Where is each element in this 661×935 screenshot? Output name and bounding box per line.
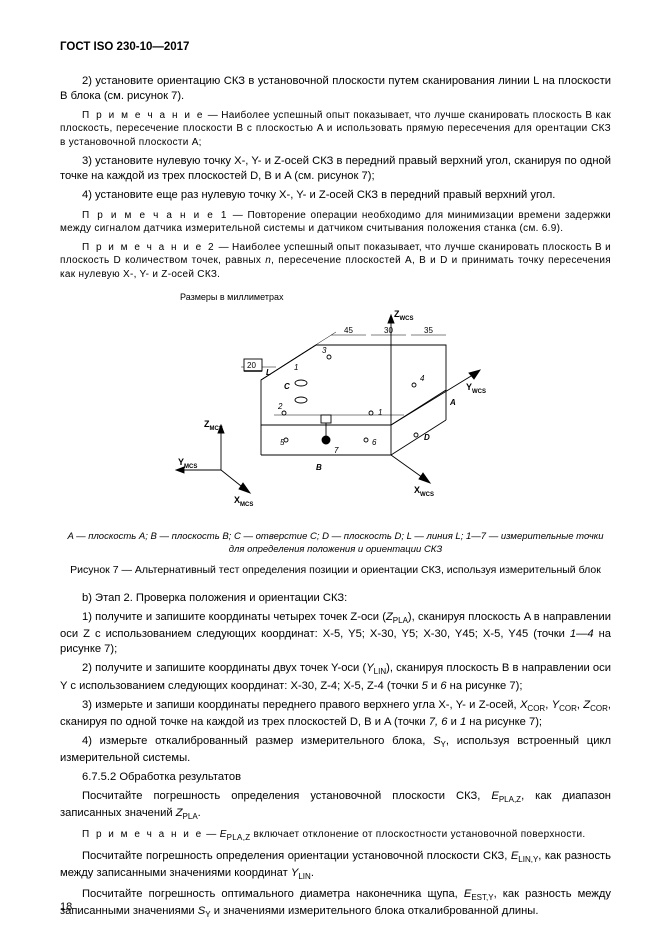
note-a-label: П р и м е ч а н и е [82, 110, 204, 121]
page: ГОСТ ISO 230-10—2017 2) установите ориен… [0, 0, 661, 935]
note-2-label: П р и м е ч а н и е 2 [82, 242, 216, 253]
svg-text:6: 6 [372, 438, 377, 447]
section-6752: 6.7.5.2 Обработка результатов [60, 770, 611, 785]
b-step-4: 4) измерьте откалиброванный размер измер… [60, 734, 611, 766]
stage-b-title: b) Этап 2. Проверка положения и ориентац… [60, 591, 611, 606]
svg-text:5: 5 [280, 438, 285, 447]
para-step-4: 4) установите еще раз нулевую точку X-, … [60, 188, 611, 203]
svg-text:B: B [316, 463, 322, 472]
document-header: ГОСТ ISO 230-10—2017 [60, 40, 611, 56]
svg-text:L: L [266, 368, 271, 377]
svg-text:20: 20 [247, 361, 256, 370]
note-2: П р и м е ч а н и е 2 — Наиболее успешны… [60, 241, 611, 282]
svg-text:A: A [449, 398, 456, 407]
figure-7: Размеры в миллиметрах [60, 291, 611, 577]
figure-7-diagram: ZWCS YWCS XWCS ZMCS YMCS XMCS 20 45 30 3… [166, 305, 506, 520]
figure-units-caption: Размеры в миллиметрах [180, 291, 611, 303]
page-number: 18 [60, 900, 72, 915]
note-1: П р и м е ч а н и е 1 — Повторение опера… [60, 209, 611, 236]
b-step-3: 3) измерьте и запиши координаты переднег… [60, 698, 611, 730]
para-err-est: Посчитайте погрешность оптимального диам… [60, 887, 611, 921]
svg-text:ZWCS: ZWCS [394, 309, 414, 322]
svg-text:30: 30 [384, 326, 393, 335]
b-step-2: 2) получите и запишите координаты двух т… [60, 661, 611, 693]
svg-text:2: 2 [277, 402, 283, 411]
svg-text:1: 1 [294, 363, 298, 372]
svg-text:D: D [424, 433, 430, 442]
para-step-2: 2) установите ориентацию СКЗ в установоч… [60, 74, 611, 104]
svg-text:YWCS: YWCS [466, 382, 486, 395]
note-a: П р и м е ч а н и е — Наиболее успешный … [60, 109, 611, 150]
svg-text:35: 35 [424, 326, 433, 335]
note-1-label: П р и м е ч а н и е 1 [82, 210, 228, 221]
svg-text:3: 3 [322, 346, 327, 355]
note-e-label: П р и м е ч а н и е [82, 829, 203, 840]
b-step-1: 1) получите и запишите координаты четыре… [60, 610, 611, 657]
svg-text:4: 4 [420, 374, 425, 383]
svg-text:45: 45 [344, 326, 353, 335]
svg-text:1: 1 [378, 408, 382, 417]
note-e: П р и м е ч а н и е — EPLA,Z включает от… [60, 828, 611, 844]
para-step-3: 3) установите нулевую точку X-, Y- и Z-о… [60, 154, 611, 184]
para-err-pla: Посчитайте погрешность определения устан… [60, 789, 611, 823]
svg-text:XMCS: XMCS [234, 495, 253, 508]
svg-text:C: C [284, 382, 290, 391]
svg-text:7: 7 [334, 446, 339, 455]
svg-text:ZMCS: ZMCS [204, 419, 223, 432]
svg-text:XWCS: XWCS [414, 485, 434, 498]
figure-7-legend: A — плоскость A; B — плоскость B; C — от… [60, 531, 611, 557]
figure-7-title: Рисунок 7 — Альтернативный тест определе… [60, 563, 611, 577]
para-err-lin: Посчитайте погрешность определения ориен… [60, 849, 611, 883]
